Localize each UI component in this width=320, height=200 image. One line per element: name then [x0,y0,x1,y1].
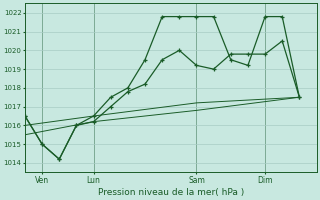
X-axis label: Pression niveau de la mer( hPa ): Pression niveau de la mer( hPa ) [98,188,244,197]
